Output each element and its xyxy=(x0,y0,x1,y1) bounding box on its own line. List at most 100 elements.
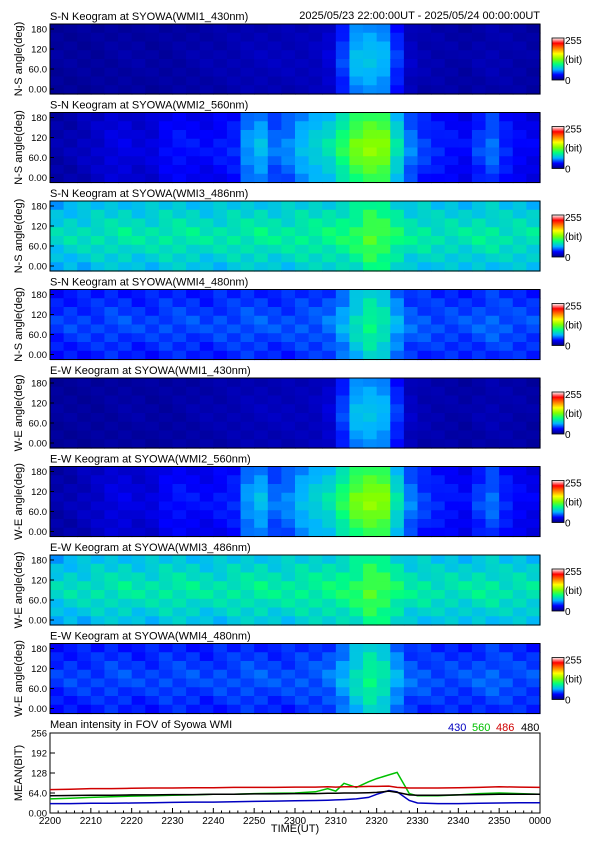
keogram-cell xyxy=(444,244,459,255)
keogram-cell xyxy=(104,333,119,343)
keogram-cell xyxy=(131,67,146,78)
keogram-cell xyxy=(240,572,255,582)
keogram-cell xyxy=(240,678,255,688)
keogram-cell xyxy=(376,315,391,326)
keogram-cell xyxy=(444,501,459,511)
keogram-cell xyxy=(499,378,514,388)
keogram-cell xyxy=(131,519,146,529)
keogram-cell xyxy=(158,466,174,476)
keogram-cell xyxy=(226,32,242,43)
keogram-cell xyxy=(254,572,269,582)
legend-entry-560: 560 xyxy=(472,722,490,734)
keogram-cell xyxy=(240,244,255,255)
keogram-cell xyxy=(471,244,487,255)
keogram-cell xyxy=(226,607,242,617)
keogram-cell xyxy=(308,67,323,78)
keogram-ytick-label: 180 xyxy=(31,290,47,301)
series-line-480 xyxy=(49,790,540,797)
keogram-cell xyxy=(267,307,282,317)
keogram-cell xyxy=(295,244,310,255)
keogram-cell xyxy=(77,112,92,122)
keogram-cell xyxy=(267,687,282,697)
keogram-cell xyxy=(431,430,446,440)
keogram-cell xyxy=(322,421,337,432)
keogram-cell xyxy=(104,572,119,582)
keogram-cell xyxy=(376,643,391,653)
keogram-cell xyxy=(63,466,78,476)
keogram-cell xyxy=(499,253,514,263)
keogram-cell xyxy=(186,413,201,423)
keogram-cell xyxy=(240,484,255,494)
keogram-cell xyxy=(308,413,323,423)
keogram-ytick-label: 60.0 xyxy=(29,153,48,164)
keogram-cell xyxy=(90,138,106,149)
keogram-cell xyxy=(145,510,160,520)
keogram-cell xyxy=(363,669,378,680)
keogram-cell xyxy=(403,563,419,574)
keogram-cell xyxy=(240,67,255,78)
keogram-cell xyxy=(458,165,473,175)
keogram-cell xyxy=(50,555,65,565)
keogram-cell xyxy=(526,510,541,520)
keogram-cell xyxy=(308,563,323,574)
keogram-cell xyxy=(90,112,106,122)
keogram-cell xyxy=(335,24,351,34)
keogram-cell xyxy=(158,307,174,317)
keogram-cell xyxy=(322,704,337,715)
keogram-cell xyxy=(213,696,228,706)
keogram-cell xyxy=(240,315,255,326)
keogram-cell xyxy=(213,404,228,414)
x-tick-label: 2300 xyxy=(284,816,307,827)
keogram-cell xyxy=(512,50,527,60)
keogram-cell xyxy=(104,590,119,600)
keogram-cell xyxy=(118,484,133,494)
keogram-cell xyxy=(104,289,119,299)
keogram-cell xyxy=(131,32,146,43)
keogram-cell xyxy=(485,378,500,388)
keogram-cell xyxy=(254,156,269,166)
keogram-cell xyxy=(213,510,228,520)
keogram-cell xyxy=(213,147,228,157)
keogram-cell xyxy=(458,147,473,157)
keogram-cell xyxy=(172,236,187,246)
keogram-cell xyxy=(254,24,269,34)
keogram-cell xyxy=(458,342,473,352)
keogram-cell xyxy=(90,165,106,175)
keogram-cell xyxy=(90,430,106,440)
keogram-cell xyxy=(90,262,106,272)
keogram-cell xyxy=(485,430,500,440)
keogram-cell xyxy=(77,652,92,662)
keogram-panel: E-W Keogram at SYOWA(WMI4_480nm)18012060… xyxy=(13,631,582,717)
keogram-cell xyxy=(335,519,351,529)
keogram-cell xyxy=(417,298,432,308)
keogram-cell xyxy=(172,439,187,449)
keogram-cell xyxy=(431,50,446,60)
keogram-cell xyxy=(322,484,337,494)
colorbar xyxy=(551,480,565,523)
keogram-cell xyxy=(349,527,364,538)
keogram-cell xyxy=(131,678,146,688)
keogram-cell xyxy=(158,262,174,272)
keogram-cell xyxy=(50,404,65,414)
keogram-cell xyxy=(158,76,174,86)
keogram-cell xyxy=(444,50,459,60)
keogram-cell xyxy=(512,484,527,494)
keogram-cell xyxy=(104,59,119,69)
keogram-cell xyxy=(403,41,419,51)
keogram-frame xyxy=(49,289,541,360)
keogram-cell xyxy=(118,678,133,688)
keogram-cell xyxy=(118,563,133,574)
keogram-cell xyxy=(417,76,432,86)
keogram-cell xyxy=(172,130,187,140)
keogram-cell xyxy=(471,85,487,95)
keogram-cell xyxy=(376,59,391,69)
keogram-cell xyxy=(50,333,65,343)
keogram-cell xyxy=(512,298,527,308)
keogram-cell xyxy=(349,307,364,317)
keogram-cell xyxy=(431,262,446,272)
keogram-cell xyxy=(471,307,487,317)
keogram-title: E-W Keogram at SYOWA(WMI4_480nm) xyxy=(50,631,251,643)
keogram-cell xyxy=(376,572,391,582)
keogram-cell xyxy=(322,643,337,653)
keogram-cell xyxy=(90,598,106,609)
